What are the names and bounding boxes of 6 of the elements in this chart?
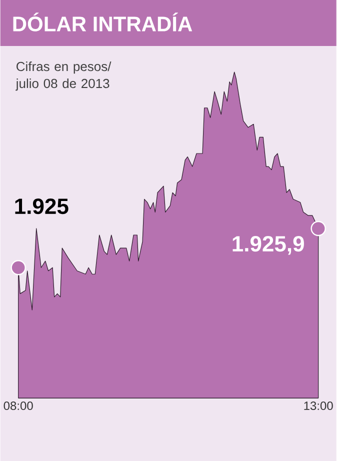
annotation: 1.925,9 xyxy=(232,236,304,255)
x-tick-label: 13:00 xyxy=(304,402,334,410)
annotation: 1.925 xyxy=(15,198,68,214)
chart-title: DÓLAR INTRADÍA xyxy=(13,12,192,32)
chart-subtitle: Cifras en pesos/ julio 08 de 2013 xyxy=(16,62,112,91)
x-tick-label: 08:00 xyxy=(4,402,34,410)
